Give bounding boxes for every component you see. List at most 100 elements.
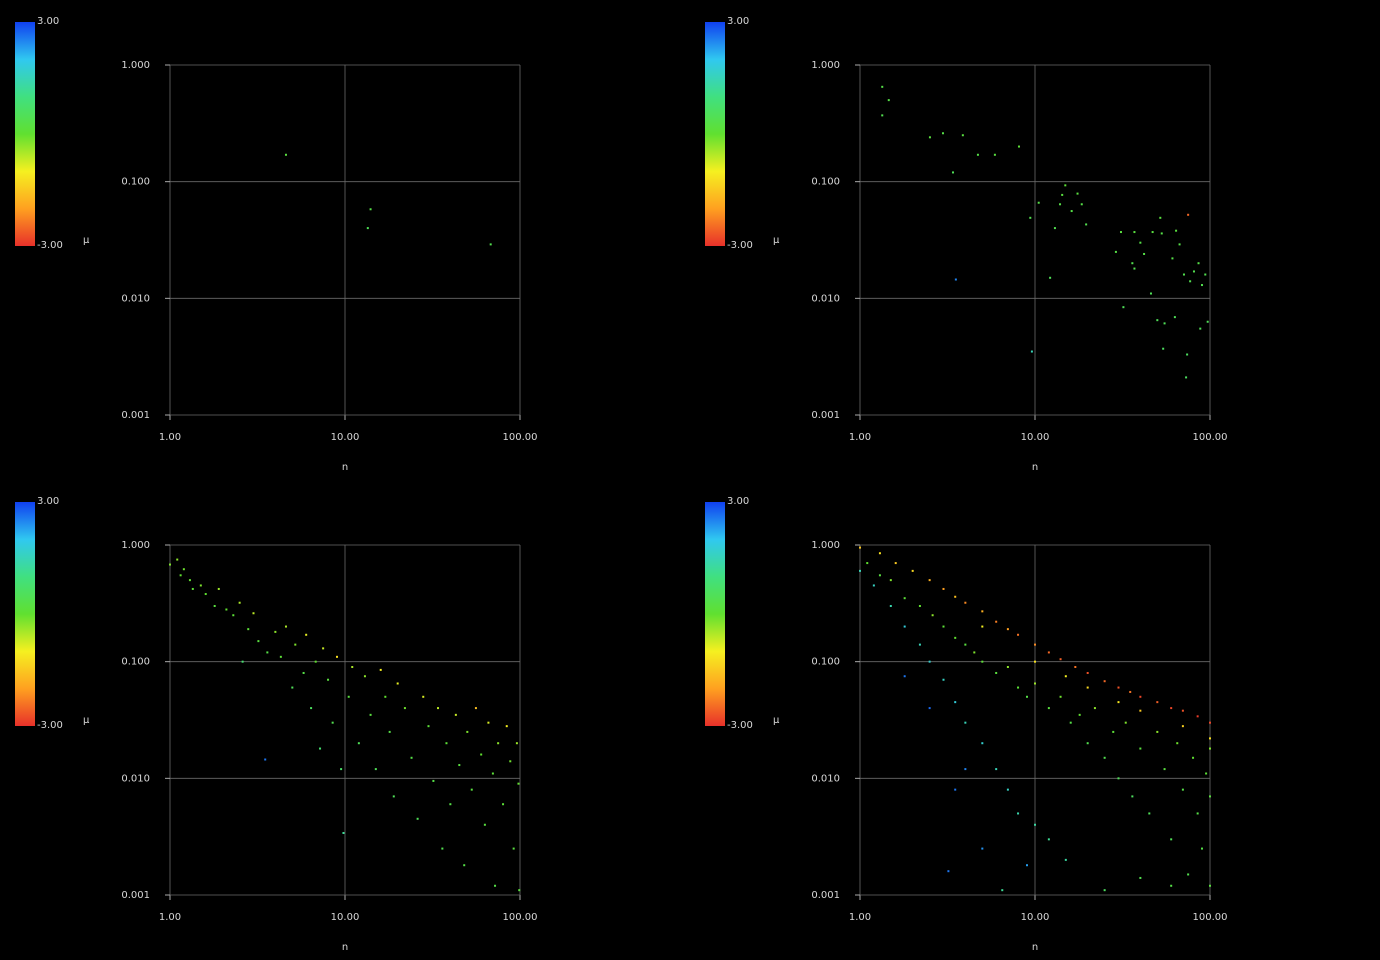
point <box>305 633 308 636</box>
point <box>903 675 906 678</box>
point <box>432 779 435 782</box>
point <box>976 153 979 156</box>
colorbar-label: μ <box>83 715 90 726</box>
point <box>351 666 354 669</box>
point <box>284 153 287 156</box>
x-tick-label: 100.00 <box>503 432 538 443</box>
point <box>1209 884 1211 887</box>
point <box>1170 884 1173 887</box>
point <box>1162 347 1165 350</box>
point <box>1204 273 1207 276</box>
point <box>942 587 945 590</box>
colorbar-tick-label: 3.00 <box>727 16 749 27</box>
point <box>942 678 945 681</box>
point <box>1175 229 1178 232</box>
point <box>1209 721 1211 724</box>
point <box>454 713 457 716</box>
point <box>427 725 430 728</box>
point <box>1199 327 1202 330</box>
point <box>954 278 957 281</box>
point <box>1117 701 1120 704</box>
point <box>182 568 185 571</box>
point <box>1131 795 1134 798</box>
point <box>981 610 984 613</box>
panel: 3.00 -3.00 μ 1.00 10.00 100.00 0.001 0.010 0.100… <box>15 496 538 953</box>
point <box>238 601 241 604</box>
point <box>314 660 317 663</box>
point <box>327 678 330 681</box>
point <box>1049 276 1052 279</box>
point <box>954 595 957 598</box>
point <box>1114 250 1117 253</box>
colorbar-tick-label: 3.00 <box>727 496 749 507</box>
point <box>903 597 906 600</box>
colorbar <box>705 502 725 726</box>
point <box>483 823 486 826</box>
point <box>369 713 372 716</box>
point <box>1061 193 1064 196</box>
point <box>859 569 861 572</box>
point <box>941 132 944 135</box>
point <box>889 579 892 582</box>
point <box>497 742 500 745</box>
point <box>369 208 372 211</box>
point <box>1206 320 1209 323</box>
point <box>363 675 366 678</box>
y-tick-label: 1.000 <box>121 60 150 71</box>
point <box>302 671 305 674</box>
point <box>458 764 461 767</box>
point <box>1112 730 1115 733</box>
point <box>331 721 334 724</box>
x-axis-label: n <box>1032 462 1038 473</box>
point <box>188 579 191 582</box>
point <box>403 707 406 710</box>
point <box>1064 858 1067 861</box>
x-tick-label: 1.00 <box>159 432 181 443</box>
point <box>1030 350 1033 353</box>
point <box>981 625 984 628</box>
point <box>1189 280 1192 283</box>
point <box>995 620 998 623</box>
point <box>1047 838 1050 841</box>
point <box>291 686 294 689</box>
point <box>274 630 277 633</box>
point <box>1197 262 1200 265</box>
point <box>241 660 244 663</box>
point <box>1196 715 1199 718</box>
point <box>294 643 297 646</box>
point <box>257 640 260 643</box>
point <box>1200 284 1203 287</box>
point <box>1159 216 1162 219</box>
point <box>928 579 931 582</box>
point <box>335 655 338 658</box>
point <box>388 730 391 733</box>
point <box>1139 695 1142 698</box>
point <box>449 803 452 806</box>
point <box>881 85 884 88</box>
point <box>264 758 267 761</box>
point <box>964 643 967 646</box>
point <box>1006 628 1009 631</box>
colorbar-tick-label: 3.00 <box>37 496 59 507</box>
point <box>1076 192 1079 195</box>
x-tick-label: 100.00 <box>503 912 538 923</box>
point <box>1178 243 1181 246</box>
point <box>1148 812 1151 815</box>
point <box>1160 232 1163 235</box>
point <box>179 574 182 577</box>
point <box>1029 216 1032 219</box>
point <box>1059 203 1062 206</box>
point <box>1209 737 1211 740</box>
point <box>491 772 494 775</box>
point <box>487 721 490 724</box>
point <box>466 730 469 733</box>
point <box>1185 376 1188 379</box>
point <box>1117 686 1120 689</box>
point <box>204 593 207 596</box>
point <box>284 625 287 628</box>
point <box>928 660 931 663</box>
point <box>964 768 967 771</box>
point <box>191 587 194 590</box>
x-axis-label: n <box>342 942 348 953</box>
point <box>225 608 228 611</box>
